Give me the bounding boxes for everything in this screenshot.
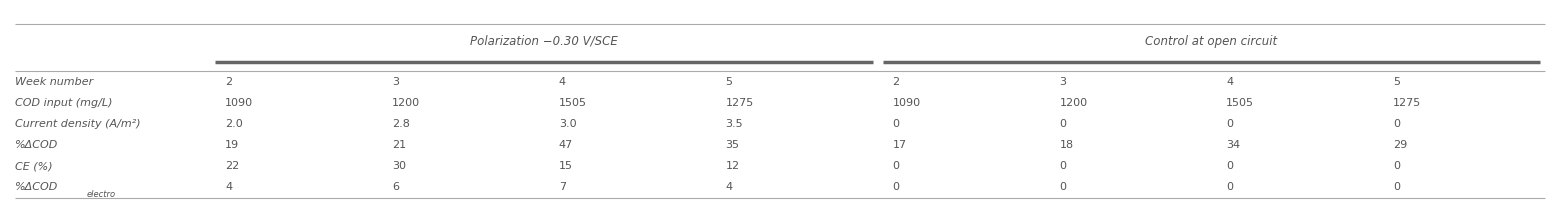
Text: 7: 7 [559,183,565,192]
Text: 0: 0 [1226,119,1234,129]
Text: 2.8: 2.8 [392,119,409,129]
Text: 4: 4 [225,183,233,192]
Text: 1505: 1505 [559,98,587,108]
Text: 47: 47 [559,140,573,150]
Text: 5: 5 [726,77,733,87]
Text: 15: 15 [559,161,573,171]
Text: 17: 17 [892,140,906,150]
Text: %ΔCOD: %ΔCOD [16,183,58,192]
Text: 5: 5 [1393,77,1400,87]
Text: 6: 6 [392,183,398,192]
Text: 0: 0 [1226,183,1234,192]
Text: 0: 0 [1059,161,1067,171]
Text: 19: 19 [225,140,239,150]
Text: 3.5: 3.5 [726,119,744,129]
Text: 0: 0 [1059,183,1067,192]
Text: 12: 12 [726,161,740,171]
Text: 0: 0 [892,183,900,192]
Text: 0: 0 [892,161,900,171]
Text: 34: 34 [1226,140,1240,150]
Text: 0: 0 [1393,119,1400,129]
Text: 0: 0 [892,119,900,129]
Text: CE (%): CE (%) [16,161,53,171]
Text: electro: electro [87,190,116,199]
Text: 0: 0 [1393,183,1400,192]
Text: 1505: 1505 [1226,98,1254,108]
Text: Control at open circuit: Control at open circuit [1145,34,1278,48]
Text: 2.0: 2.0 [225,119,242,129]
Text: 18: 18 [1059,140,1073,150]
Text: 4: 4 [559,77,565,87]
Text: 0: 0 [1393,161,1400,171]
Text: Polarization −0.30 V/SCE: Polarization −0.30 V/SCE [470,34,617,48]
Text: 30: 30 [392,161,406,171]
Text: COD input (mg/L): COD input (mg/L) [16,98,112,108]
Text: 4: 4 [726,183,733,192]
Text: 35: 35 [726,140,740,150]
Text: 3.0: 3.0 [559,119,576,129]
Text: 1200: 1200 [392,98,420,108]
Text: 1090: 1090 [225,98,253,108]
Text: %ΔCOD: %ΔCOD [16,140,58,150]
Text: 0: 0 [1059,119,1067,129]
Text: 1090: 1090 [892,98,920,108]
Text: 1200: 1200 [1059,98,1087,108]
Text: 29: 29 [1393,140,1407,150]
Text: 3: 3 [392,77,398,87]
Text: 4: 4 [1226,77,1234,87]
Text: 1275: 1275 [726,98,754,108]
Text: 0: 0 [1226,161,1234,171]
Text: Week number: Week number [16,77,94,87]
Text: 3: 3 [1059,77,1067,87]
Text: 2: 2 [892,77,900,87]
Text: Current density (A/m²): Current density (A/m²) [16,119,141,129]
Text: 2: 2 [225,77,233,87]
Text: 21: 21 [392,140,406,150]
Text: 1275: 1275 [1393,98,1421,108]
Text: 22: 22 [225,161,239,171]
